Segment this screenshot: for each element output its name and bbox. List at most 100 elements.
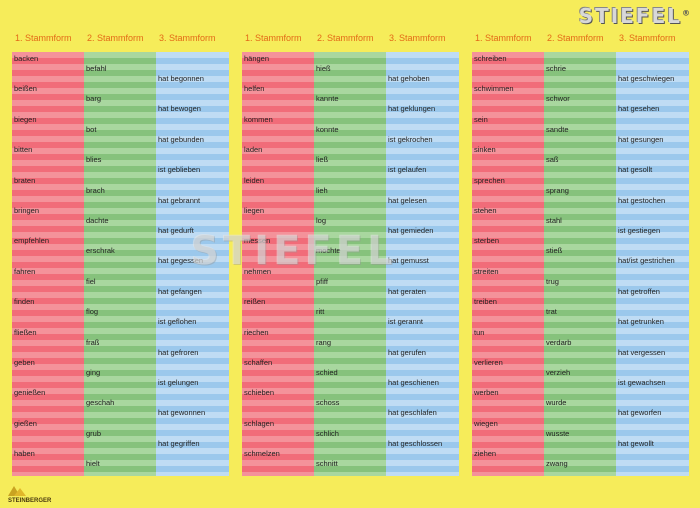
verb-cell: genießen xyxy=(14,388,46,398)
column-header-3: 3. Stammform xyxy=(389,33,446,43)
verb-cell: empfehlen xyxy=(14,236,50,246)
verb-cell: pfiff xyxy=(316,276,328,286)
verb-cell: hat gerufen xyxy=(388,347,426,357)
verb-cell: schreiben xyxy=(474,54,507,63)
verb-cell: hieß xyxy=(316,64,331,73)
verb-cell: werben xyxy=(474,388,499,398)
verb-cell: brach xyxy=(86,185,105,195)
verb-cell: sprang xyxy=(546,185,569,195)
stiefel-logo: STIEFEL® xyxy=(578,4,692,28)
verb-cell: hat geworfen xyxy=(618,408,662,418)
verb-cell: hat geschlafen xyxy=(388,408,437,418)
steinberger-logo: STEINBERGER xyxy=(8,486,52,504)
verb-cell: riechen xyxy=(244,327,269,337)
verb-cell: verzieh xyxy=(546,368,571,377)
verb-cell: sinken xyxy=(474,145,496,155)
verb-cell: wiegen xyxy=(474,418,498,428)
verb-cell: hat gemieden xyxy=(388,226,434,235)
verb-cell: mochte xyxy=(316,246,341,256)
verb-cell: ist geblieben xyxy=(158,165,201,175)
verb-cell: ist gestiegen xyxy=(618,226,661,235)
verb-cell: blies xyxy=(86,155,102,165)
verb-cell: gießen xyxy=(14,418,37,428)
verb-cell: schmelzen xyxy=(244,449,280,459)
verb-cell: hat gehoben xyxy=(388,74,430,83)
verb-cell: ist gelungen xyxy=(158,378,199,387)
verb-cell: verlieren xyxy=(474,358,503,367)
verb-cell: biegen xyxy=(14,114,37,124)
column-header-1: 1. Stammform xyxy=(15,33,72,43)
verb-cell: hat gegriffen xyxy=(158,438,200,448)
verb-cell: messen xyxy=(244,236,271,246)
verb-cell: hat gemusst xyxy=(388,256,429,266)
verb-cell: schieben xyxy=(244,388,275,398)
verb-cell: grub xyxy=(86,428,102,438)
verb-cell: hat gefangen xyxy=(158,286,202,296)
verb-cell: hat geraten xyxy=(388,286,426,296)
verb-cell: schaffen xyxy=(244,358,273,367)
verb-cell: hat gedurft xyxy=(158,226,194,235)
stammform-column-2: befahl barg bot blies brach dachte erschrak fie… xyxy=(84,52,156,476)
verb-cell: schwor xyxy=(546,94,570,104)
verb-cell: hat getrunken xyxy=(618,317,664,327)
verb-cell: hängen xyxy=(244,54,270,63)
verb-cell: ist geflohen xyxy=(158,317,197,327)
verb-cell: schlich xyxy=(316,428,339,438)
column-header-3: 3. Stammform xyxy=(159,33,216,43)
verb-block-1: 1. Stammform 2. Stammform 3. Stammform back… xyxy=(12,30,229,476)
verb-cell: ist gerannt xyxy=(388,317,424,327)
verb-table: schreiben schwimmen sein sinken sprechen steh… xyxy=(472,52,689,476)
verb-cell: tun xyxy=(474,327,485,337)
verb-cell: barg xyxy=(86,94,102,104)
verb-cell: hat gesungen xyxy=(618,134,664,144)
verb-cell: finden xyxy=(14,297,35,307)
verb-cell: befahl xyxy=(86,64,107,73)
verb-cell: schrie xyxy=(546,64,567,73)
verb-cell: hat gewonnen xyxy=(158,408,206,418)
verb-cell: hat gefroren xyxy=(158,347,199,357)
verb-cell: wusste xyxy=(546,428,570,438)
verb-cell: geschah xyxy=(86,398,115,408)
verb-cell: hat/ist gestrichen xyxy=(618,256,675,266)
verb-cell: hat gestochen xyxy=(618,195,666,205)
verb-cell: ging xyxy=(86,368,101,377)
verb-cell: fraß xyxy=(86,337,100,347)
column-headers: 1. Stammform 2. Stammform 3. Stammform xyxy=(472,30,689,48)
verb-cell: hat gesehen xyxy=(618,104,660,114)
verb-cell: ist gekrochen xyxy=(388,134,433,144)
verb-cell: kommen xyxy=(244,114,273,124)
stammform-column-3: hat gehoben hat geklungen ist gekrochen ist… xyxy=(386,52,459,476)
column-header-3: 3. Stammform xyxy=(619,33,676,43)
verb-cell: laden xyxy=(244,145,263,155)
verb-cell: ließ xyxy=(316,155,329,165)
verb-cell: fließen xyxy=(14,327,37,337)
verb-cell: stieß xyxy=(546,246,563,256)
stammform-column-3: hat begonnen hat bewogen hat gebunden ist g… xyxy=(156,52,229,476)
verb-cell: stehen xyxy=(474,206,497,215)
stammform-column-3: hat geschwiegen hat gesehen hat gesungen ha… xyxy=(616,52,689,476)
verb-cell: hat gegessen xyxy=(158,256,204,266)
verb-cell: geben xyxy=(14,358,35,367)
verb-cell: sprechen xyxy=(474,175,505,185)
verb-cell: wurde xyxy=(546,398,567,408)
verb-cell: sandte xyxy=(546,124,569,134)
verb-cell: ist gelaufen xyxy=(388,165,427,175)
verb-cell: verdarb xyxy=(546,337,572,347)
verb-cell: ritt xyxy=(316,307,325,317)
verb-cell: braten xyxy=(14,175,36,185)
verb-cell: hat bewogen xyxy=(158,104,201,114)
verb-cell: bringen xyxy=(14,206,40,215)
verb-cell: stahl xyxy=(546,216,562,225)
svg-text:STEINBERGER: STEINBERGER xyxy=(8,498,52,504)
verb-table: backen beißen biegen bitten braten bringen emp… xyxy=(12,52,229,476)
verb-cell: schwimmen xyxy=(474,84,514,94)
column-header-2: 2. Stammform xyxy=(87,33,144,43)
verb-cell: nehmen xyxy=(244,266,272,276)
verb-cell: fahren xyxy=(14,266,36,276)
column-header-1: 1. Stammform xyxy=(245,33,302,43)
verb-cell: liegen xyxy=(244,206,265,215)
verb-cell: hat begonnen xyxy=(158,74,204,83)
stammform-column-1: hängen helfen kommen laden leiden liegen messe… xyxy=(242,52,314,476)
column-header-1: 1. Stammform xyxy=(475,33,532,43)
verb-cell: reißen xyxy=(244,297,266,307)
